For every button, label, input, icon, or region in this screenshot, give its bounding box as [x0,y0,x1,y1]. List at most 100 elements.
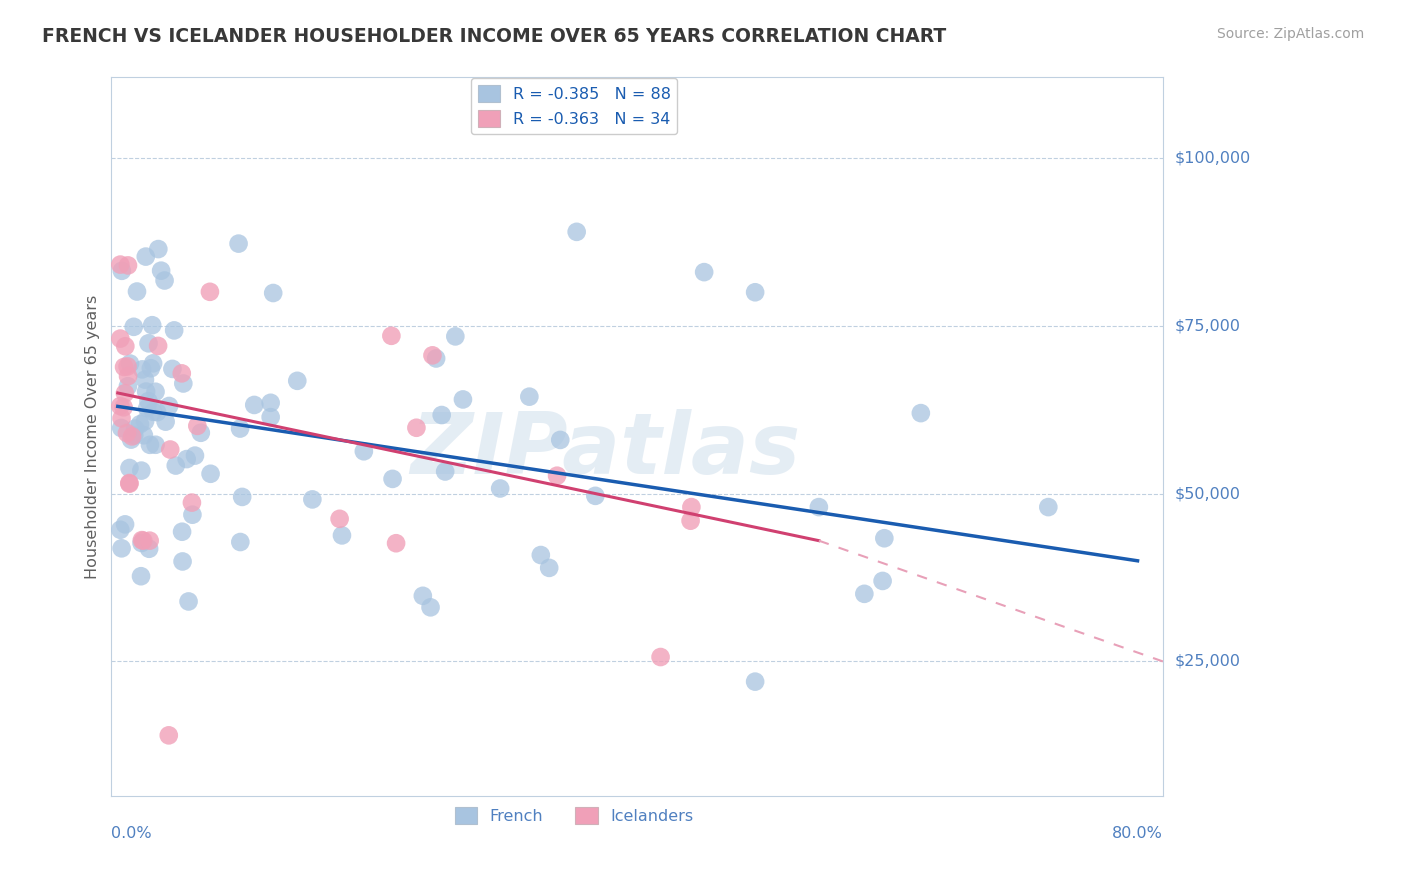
Point [131,464,153,478]
Point [177,594,200,608]
Point [430,408,453,422]
Point [120,433,142,447]
Point [380,328,402,343]
Y-axis label: Householder Income Over 65 years: Householder Income Over 65 years [86,294,100,579]
Point [110,541,132,556]
Point [150,263,173,277]
Point [162,362,184,376]
Point [198,285,221,299]
Point [381,472,404,486]
Point [138,394,160,409]
Point [112,359,135,374]
Point [138,336,160,351]
Point [172,524,194,539]
Point [181,508,204,522]
Point [693,265,716,279]
Point [172,554,194,568]
Point [530,548,553,562]
Point [231,490,253,504]
Point [118,357,141,371]
Point [139,361,162,376]
Point [329,512,352,526]
Point [229,535,252,549]
Point [681,500,703,514]
Point [744,674,766,689]
Point [285,374,308,388]
Point [910,406,932,420]
Point [146,339,169,353]
Point [122,428,145,442]
Point [155,415,177,429]
Point [517,390,540,404]
Point [129,417,152,432]
Point [153,273,176,287]
Text: FRENCH VS ICELANDER HOUSEHOLDER INCOME OVER 65 YEARS CORRELATION CHART: FRENCH VS ICELANDER HOUSEHOLDER INCOME O… [42,27,946,45]
Text: $75,000: $75,000 [1174,318,1240,334]
Point [148,242,170,256]
Point [301,492,323,507]
Point [131,533,153,548]
Point [131,362,153,376]
Point [131,536,153,550]
Point [114,517,136,532]
Point [117,259,139,273]
Point [186,418,208,433]
Point [650,650,672,665]
Point [115,425,138,440]
Point [872,574,894,588]
Point [114,339,136,353]
Point [138,541,160,556]
Text: $25,000: $25,000 [1174,654,1240,669]
Point [142,405,165,419]
Point [583,489,606,503]
Text: Source: ZipAtlas.com: Source: ZipAtlas.com [1216,27,1364,41]
Text: $50,000: $50,000 [1174,486,1240,501]
Point [132,533,155,548]
Point [176,452,198,467]
Point [110,523,132,537]
Point [142,356,165,370]
Point [135,250,157,264]
Point [118,476,141,491]
Point [132,428,155,442]
Point [184,449,207,463]
Point [110,411,132,425]
Point [157,399,180,413]
Point [110,421,132,435]
Point [405,421,427,435]
Point [170,367,193,381]
Point [124,421,146,435]
Point [353,444,375,458]
Point [114,386,136,401]
Point [419,600,441,615]
Point [135,384,157,399]
Point [807,500,830,514]
Point [422,348,444,362]
Point [190,425,212,440]
Point [853,587,876,601]
Point [548,433,571,447]
Point [146,405,169,419]
Text: 80.0%: 80.0% [1112,826,1163,841]
Point [489,482,512,496]
Point [117,379,139,393]
Point [110,258,132,272]
Point [260,410,283,425]
Point [125,285,148,299]
Point [243,398,266,412]
Point [200,467,222,481]
Point [134,373,156,387]
Point [434,465,457,479]
Point [118,461,141,475]
Point [385,536,408,550]
Point [145,384,167,399]
Point [1038,500,1060,514]
Point [138,533,160,548]
Point [118,476,141,491]
Point [546,468,568,483]
Point [538,561,561,575]
Point [259,396,281,410]
Point [159,442,181,457]
Point [412,589,434,603]
Legend: French, Icelanders: French, Icelanders [449,801,700,830]
